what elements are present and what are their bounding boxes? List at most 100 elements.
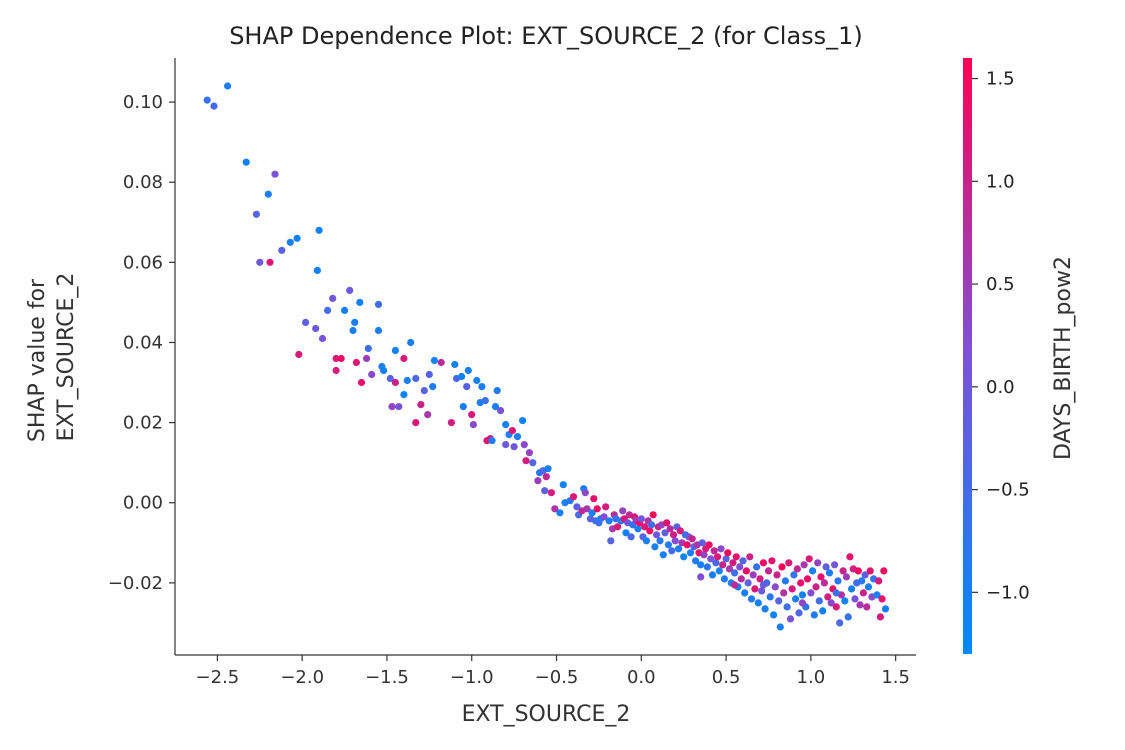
scatter-point bbox=[412, 419, 420, 427]
scatter-point bbox=[846, 553, 854, 561]
scatter-point bbox=[809, 567, 817, 575]
scatter-point bbox=[714, 553, 722, 561]
scatter-point bbox=[653, 531, 661, 539]
scatter-point bbox=[293, 234, 301, 242]
scatter-point bbox=[656, 537, 664, 545]
scatter-point bbox=[795, 609, 803, 617]
x-tick-label: −1.0 bbox=[450, 667, 494, 688]
scatter-point bbox=[786, 615, 795, 623]
scatter-point bbox=[861, 571, 869, 579]
colorbar-ticks: −1.0 −0.5 0.0 0.5 1.0 1.5 bbox=[972, 69, 1030, 603]
x-tick-label: 1.5 bbox=[881, 667, 910, 688]
scatter-point bbox=[463, 383, 471, 391]
scatter-point bbox=[588, 509, 596, 517]
scatter-point bbox=[851, 595, 859, 603]
scatter-point bbox=[356, 298, 364, 306]
scatter-point bbox=[447, 419, 455, 427]
scatter-point bbox=[400, 354, 408, 363]
scatter-point bbox=[805, 555, 813, 563]
scatter-point bbox=[676, 527, 684, 535]
scatter-point bbox=[793, 565, 801, 573]
scatter-point bbox=[266, 258, 274, 266]
scatter-point bbox=[746, 553, 754, 561]
scatter-point bbox=[778, 563, 786, 571]
scatter-point bbox=[878, 595, 886, 603]
scatter-point bbox=[800, 561, 808, 569]
scatter-point bbox=[863, 603, 871, 611]
y-tick-label: 0.10 bbox=[123, 92, 163, 113]
scatter-point bbox=[619, 507, 627, 515]
scatter-point bbox=[391, 378, 399, 387]
scatter-point bbox=[798, 591, 807, 599]
scatter-point bbox=[547, 489, 556, 497]
scatter-point bbox=[854, 567, 862, 575]
scatter-point bbox=[825, 569, 834, 577]
scatter-point bbox=[357, 378, 366, 387]
x-axis-label: EXT_SOURCE_2 bbox=[462, 702, 631, 727]
scatter-point bbox=[783, 603, 791, 611]
scatter-point bbox=[386, 374, 394, 383]
scatter-point bbox=[473, 376, 481, 385]
scatter-point bbox=[374, 300, 383, 308]
scatter-point bbox=[407, 338, 415, 347]
scatter-point bbox=[286, 238, 294, 246]
scatter-point bbox=[749, 571, 757, 579]
scatter-point bbox=[771, 583, 779, 591]
scatter-point bbox=[380, 366, 388, 375]
y-tick-label: 0.04 bbox=[123, 332, 163, 353]
colorbar bbox=[963, 58, 972, 654]
colorbar-tick-label: −1.0 bbox=[986, 582, 1030, 603]
scatter-point bbox=[824, 593, 832, 601]
scatter-point bbox=[271, 170, 279, 178]
scatter-point bbox=[551, 505, 559, 513]
scatter-point bbox=[848, 585, 856, 593]
scatter-point bbox=[646, 527, 654, 535]
scatter-point bbox=[710, 547, 718, 555]
scatter-point bbox=[819, 607, 827, 615]
scatter-point bbox=[649, 511, 657, 519]
scatter-point bbox=[686, 549, 695, 557]
scatter-point bbox=[881, 605, 890, 613]
scatter-point bbox=[698, 539, 706, 547]
scatter-point bbox=[573, 503, 581, 511]
scatter-point bbox=[880, 567, 888, 575]
scatter-point bbox=[758, 587, 766, 595]
scatter-point bbox=[788, 585, 796, 593]
x-tick-label: −1.5 bbox=[365, 667, 409, 688]
scatter-point bbox=[703, 563, 712, 571]
scatter-point bbox=[720, 575, 729, 583]
scatter-point bbox=[776, 623, 784, 631]
scatter-point bbox=[812, 583, 820, 591]
scatter-point bbox=[841, 597, 849, 605]
scatter-point bbox=[346, 286, 354, 294]
scatter-point bbox=[295, 350, 303, 359]
y-axis-label-line-2: EXT_SOURCE_2 bbox=[54, 273, 79, 442]
scatter-point bbox=[739, 557, 747, 565]
colorbar-tick-label: 1.5 bbox=[986, 69, 1015, 90]
scatter-point bbox=[780, 589, 788, 597]
scatter-point bbox=[664, 541, 673, 549]
scatter-point bbox=[522, 457, 530, 465]
scatter-point bbox=[481, 397, 489, 405]
y-tick-label: 0.06 bbox=[123, 252, 163, 273]
scatter-point bbox=[688, 535, 696, 543]
scatter-point bbox=[669, 531, 678, 539]
scatter-point bbox=[754, 599, 762, 607]
scatter-point bbox=[468, 411, 476, 419]
scatter-point bbox=[797, 579, 805, 587]
scatter-point bbox=[790, 571, 798, 579]
scatter-point bbox=[858, 577, 866, 585]
scatter-point bbox=[256, 258, 264, 266]
scatter-point bbox=[875, 577, 883, 585]
scatter-point bbox=[866, 567, 874, 575]
scatter-point bbox=[822, 563, 830, 571]
scatter-point bbox=[203, 96, 211, 104]
scatter-point bbox=[724, 549, 732, 557]
scatter-point bbox=[502, 421, 510, 429]
scatter-point bbox=[417, 401, 425, 409]
scatter-point bbox=[831, 561, 839, 569]
scatter-point bbox=[737, 575, 745, 583]
scatter-point bbox=[708, 571, 717, 579]
scatter-point bbox=[675, 545, 683, 553]
scatter-point bbox=[712, 559, 720, 567]
